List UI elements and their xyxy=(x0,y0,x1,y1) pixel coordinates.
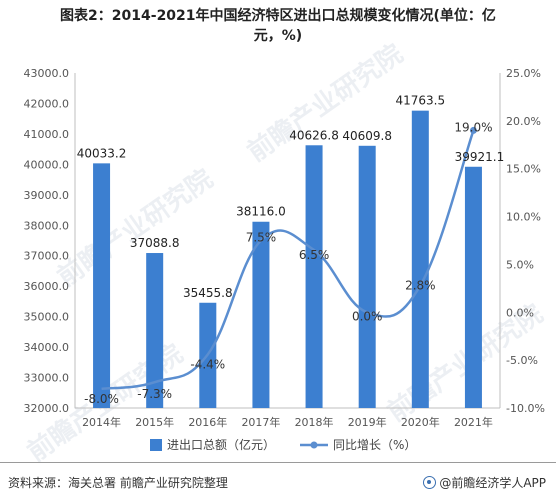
bar xyxy=(358,145,376,408)
brand-logo-icon xyxy=(423,476,437,489)
line-value-label: -7.3% xyxy=(137,387,172,401)
growth-line xyxy=(101,130,475,391)
bar xyxy=(252,221,270,408)
chart-title-line-2: 元，%) xyxy=(253,28,303,44)
x-tick-label: 2016年 xyxy=(188,415,227,429)
left-tick-label: 42000.0 xyxy=(24,97,70,110)
bar-value-label: 39921.1 xyxy=(455,150,505,164)
line-value-label: 0.0% xyxy=(352,309,383,323)
bar-series xyxy=(93,110,482,409)
combo-chart: 前瞻产业研究院前瞻产业研究院前瞻产业研究院前瞻产业研究院 32000.03300… xyxy=(22,38,549,462)
right-tick-label: 10.0% xyxy=(506,211,541,224)
line-value-label: 19.0% xyxy=(454,120,492,134)
x-axis: 2014年 2015年 2016年 2017年 2018年 2019年 2020年 2021年 xyxy=(75,407,500,429)
left-tick-label: 32000.0 xyxy=(24,402,70,415)
left-tick-label: 43000.0 xyxy=(24,67,70,80)
bar xyxy=(93,163,111,408)
left-tick-label: 40000.0 xyxy=(24,158,70,171)
brand: @前瞻经济学人APP xyxy=(423,474,546,491)
bar-value-label: 40033.2 xyxy=(77,146,127,160)
chart-title: 图表2：2014-2021年中国经济特区进出口总规模变化情况(单位：亿 元，%) xyxy=(0,6,556,46)
bar-value-label: 35455.8 xyxy=(183,286,233,300)
legend-label-line: 同比增长（%） xyxy=(333,438,416,452)
line-value-label: 2.8% xyxy=(405,278,436,292)
x-tick-label: 2019年 xyxy=(348,415,387,429)
left-tick-label: 36000.0 xyxy=(24,280,70,293)
right-tick-label: 15.0% xyxy=(506,163,541,176)
line-value-label: -4.4% xyxy=(190,357,225,371)
left-tick-label: 39000.0 xyxy=(24,189,70,202)
x-tick-label: 2020年 xyxy=(401,415,440,429)
legend-swatch-bar xyxy=(150,439,162,451)
right-tick-label: -5.0% xyxy=(506,354,538,367)
footer-divider xyxy=(0,462,556,463)
bar xyxy=(305,145,323,409)
right-tick-label: 5.0% xyxy=(506,258,534,271)
left-tick-label: 34000.0 xyxy=(24,341,70,354)
line-value-label: -8.0% xyxy=(84,392,119,406)
right-tick-label: 20.0% xyxy=(506,115,541,128)
line-value-label: 7.5% xyxy=(246,231,277,245)
watermark-text: 前瞻产业研究院 xyxy=(52,163,219,293)
bar-data-labels: 40033.2 37088.8 35455.8 38116.0 40626.8 40609… xyxy=(77,94,505,300)
left-y-axis: 32000.0 33000.0 34000.0 35000.0 36000.0 37000… xyxy=(24,67,76,415)
line-data-labels: -8.0% -7.3% -4.4% 7.5% 6.5% 0.0% 2.8% 19.0% xyxy=(84,120,492,405)
left-tick-label: 35000.0 xyxy=(24,311,70,324)
chart-title-line-1: 图表2：2014-2021年中国经济特区进出口总规模变化情况(单位：亿 xyxy=(60,8,496,24)
x-tick-label: 2017年 xyxy=(241,415,280,429)
x-tick-label: 2014年 xyxy=(82,415,121,429)
right-tick-label: 25.0% xyxy=(506,67,541,80)
right-tick-label: 0.0% xyxy=(506,306,534,319)
line-value-label: 6.5% xyxy=(299,248,330,262)
legend-label-bar: 进出口总额（亿元） xyxy=(167,437,275,452)
bar-value-label: 40626.8 xyxy=(289,128,339,142)
source-note: 资料来源：海关总署 前瞻产业研究院整理 xyxy=(8,476,228,490)
x-tick-label: 2021年 xyxy=(454,415,493,429)
left-tick-label: 41000.0 xyxy=(24,128,70,141)
right-tick-label: -10.0% xyxy=(506,402,545,415)
line-point xyxy=(469,126,477,134)
bar xyxy=(411,110,429,408)
bar-value-label: 41763.5 xyxy=(396,94,446,108)
bar-value-label: 38116.0 xyxy=(236,205,286,219)
line-series xyxy=(101,126,477,391)
footer: 资料来源：海关总署 前瞻产业研究院整理 @前瞻经济学人APP xyxy=(0,462,556,503)
right-y-axis: -10.0% -5.0% 0.0% 5.0% 10.0% 15.0% 20.0% 25.0% xyxy=(499,67,545,415)
brand-text: @前瞻经济学人APP xyxy=(439,476,546,490)
x-tick-label: 2015年 xyxy=(135,415,174,429)
bar-value-label: 37088.8 xyxy=(130,236,180,250)
bar xyxy=(464,166,482,408)
bar-value-label: 40609.8 xyxy=(342,129,392,143)
watermark-text: 前瞻产业研究院 xyxy=(242,38,409,168)
left-tick-label: 38000.0 xyxy=(24,219,70,232)
legend-swatch-marker xyxy=(310,441,318,449)
left-tick-label: 37000.0 xyxy=(24,250,70,263)
left-tick-label: 33000.0 xyxy=(24,372,70,385)
bar xyxy=(146,253,164,408)
legend: 进出口总额（亿元） 同比增长（%） xyxy=(150,437,416,452)
x-tick-label: 2018年 xyxy=(295,415,334,429)
